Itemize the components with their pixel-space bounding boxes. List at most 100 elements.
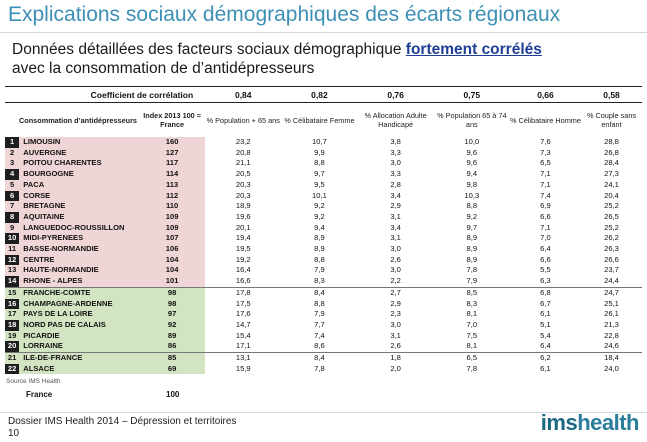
value-cell: 5,4 <box>540 330 551 340</box>
value-cell: 2,6 <box>390 341 401 351</box>
value-cell: 25,2 <box>604 222 619 232</box>
value-cell: 3,0 <box>390 265 401 275</box>
value-cell: 9,4 <box>466 169 478 179</box>
table-row: 18 NORD PAS DE CALAIS 92 14,7 7,7 3,0 7,0 5,1 21… <box>5 319 642 331</box>
table-row: 5 PACA 113 20,3 9,5 2,8 9,8 7,1 24,1 <box>5 179 642 191</box>
value-cell: 19,4 <box>235 233 251 243</box>
table-row: 7 BRETAGNE 110 18,9 9,2 2,9 8,8 6,9 25,2 <box>5 201 642 212</box>
value-cell: 23,2 <box>235 137 251 146</box>
value-cell: 8,9 <box>466 244 478 254</box>
value-cell: 6,7 <box>540 298 551 308</box>
value-cell: 6,9 <box>540 201 551 211</box>
title-divider <box>0 32 647 33</box>
index-value: 109 <box>139 211 206 223</box>
table-row: 6 CORSE 112 20,3 10,1 3,4 10,3 7,4 20,4 <box>5 190 642 202</box>
table-row: 14 RHONE - ALPES 101 16,6 8,3 2,2 7,9 6,3 24,4 <box>5 276 642 288</box>
value-cell: 8,4 <box>281 286 358 299</box>
rank-cell: 11 <box>5 244 20 255</box>
value-cell: 23,7 <box>604 265 619 275</box>
table-row: 2 AUVERGNE 127 20,8 9,9 3,3 9,6 7,3 26,8 <box>5 147 642 159</box>
ims-health-logo: imshealth <box>540 410 640 435</box>
rank-cell: 21 <box>5 352 20 364</box>
value-cell: 3,0 <box>390 244 401 254</box>
index-value: 104 <box>139 254 206 266</box>
rank-cell: 18 <box>5 319 20 331</box>
value-cell: 7,9 <box>466 276 478 286</box>
rank-cell: 14 <box>5 276 20 288</box>
value-cell: 2,0 <box>390 363 401 373</box>
value-cell: 7,8 <box>466 363 478 373</box>
footer-divider <box>0 412 647 413</box>
value-cell: 8,8 <box>314 158 325 168</box>
value-cell: 7,4 <box>540 190 551 200</box>
table-row: 21 ILE-DE-FRANCE 85 13,1 8,4 1,8 6,5 6,2 18,4 <box>5 352 642 364</box>
value-cell: 14,7 <box>235 319 251 329</box>
table-row: 8 AQUITAINE 109 19,6 9,2 3,1 9,2 6,6 26,5 <box>5 211 642 223</box>
region-name: BASSE-NORMANDIE <box>19 244 140 255</box>
value-cell: 8,8 <box>466 201 478 211</box>
region-name: BOURGOGNE <box>19 169 140 180</box>
value-cell: 27,3 <box>604 169 619 179</box>
table-row: 19 PICARDIE 89 15,4 7,4 3,1 7,5 5,4 22,8 <box>5 330 642 342</box>
table-body: Coefficient de corrélation 0,84 0,82 0,7… <box>5 86 642 375</box>
value-cell: 9,2 <box>314 211 325 221</box>
value-cell: 6,8 <box>509 286 582 299</box>
value-cell: 3,1 <box>390 233 401 243</box>
value-cell: 16,4 <box>235 265 251 275</box>
value-cell: 9,8 <box>466 179 478 189</box>
value-cell: 6,5 <box>540 158 551 168</box>
rank-cell: 19 <box>5 330 20 342</box>
region-name: LIMOUSIN <box>19 137 140 148</box>
table-row: 13 HAUTE-NORMANDIE 104 16,4 7,9 3,0 7,8 5,5 23,7 <box>5 265 642 277</box>
table-row: 9 LANGUEDOC-ROUSSILLON 109 20,1 9,4 3,4 9,7 7,1… <box>5 222 642 234</box>
index-value: 101 <box>139 276 206 288</box>
value-cell: 10,0 <box>464 137 480 146</box>
header-index: Index 2013 100 = France <box>143 111 202 129</box>
value-cell: 3,3 <box>390 169 401 179</box>
index-value: 107 <box>139 233 206 245</box>
value-cell: 9,2 <box>466 211 478 221</box>
value-cell: 17,1 <box>235 341 251 351</box>
rank-cell: 4 <box>5 169 20 180</box>
value-cell: 3,1 <box>390 211 401 221</box>
france-label: France <box>26 390 53 399</box>
region-name: HAUTE-NORMANDIE <box>19 265 140 277</box>
value-cell: 26,1 <box>604 309 619 319</box>
subtitle-prefix: Données détaillées des facteurs sociaux … <box>12 41 402 58</box>
rank-cell: 5 <box>5 179 20 191</box>
rank-cell: 8 <box>5 211 20 223</box>
value-cell: 8,8 <box>314 298 325 308</box>
value-cell: 3,4 <box>390 222 401 232</box>
value-cell: 7,6 <box>540 137 551 146</box>
value-cell: 7,0 <box>540 233 551 243</box>
page-number: 10 <box>8 428 20 439</box>
value-cell: 24,1 <box>604 179 619 189</box>
value-cell: 10,1 <box>312 190 327 200</box>
value-cell: 17,5 <box>235 298 251 308</box>
header-column: % Population + 65 ans <box>206 115 280 125</box>
value-cell: 6,1 <box>540 363 551 373</box>
value-cell: 9,2 <box>314 201 325 211</box>
value-cell: 7,8 <box>466 265 478 275</box>
value-cell: 28,4 <box>604 158 619 168</box>
value-cell: 7,5 <box>466 330 478 340</box>
value-cell: 5,1 <box>540 319 551 329</box>
index-value: 117 <box>139 158 206 170</box>
value-cell: 21,3 <box>604 319 619 329</box>
coefficient-value: 0,66 <box>509 86 582 103</box>
value-cell: 26,2 <box>604 233 619 243</box>
value-cell: 6,6 <box>540 211 551 221</box>
region-name: PICARDIE <box>19 330 140 342</box>
value-cell: 24,7 <box>581 286 642 299</box>
index-value: 112 <box>139 190 206 202</box>
value-cell: 5,5 <box>540 265 551 275</box>
coefficient-value: 0,75 <box>433 86 510 103</box>
value-cell: 9,6 <box>466 147 478 157</box>
table-row: 17 PAYS DE LA LOIRE 97 17,6 7,9 2,3 8,1 6,1 26,1 <box>5 309 642 320</box>
rank-cell: 13 <box>5 265 20 277</box>
index-value: 85 <box>139 352 206 364</box>
value-cell: 8,4 <box>281 352 358 364</box>
table-row: 1 LIMOUSIN 160 23,2 10,7 3,8 10,0 7,6 28,8 <box>5 137 642 148</box>
rank-cell: 20 <box>5 341 20 353</box>
value-cell: 9,7 <box>466 222 478 232</box>
